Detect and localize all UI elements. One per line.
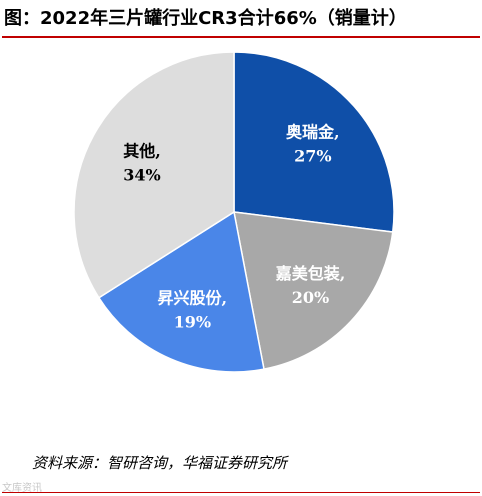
pie-slice: [233, 51, 395, 233]
pie-labels: 奥瑞金, 27% 嘉美包装, 20% 昇兴股份, 19% 其他, 34%: [123, 123, 345, 332]
pie-slice: [233, 211, 394, 371]
slice-value-label: 34%: [123, 165, 160, 184]
slice-value-label: 20%: [292, 288, 329, 307]
pie-slices: [73, 51, 395, 373]
slice-value-label: 19%: [174, 312, 211, 331]
chart-title: 图：2022年三片罐行业CR3合计66%（销量计）: [4, 8, 407, 29]
pie-slice: [97, 210, 265, 373]
title-divider: [2, 36, 480, 38]
watermark-text: 文库资讯: [2, 483, 42, 494]
slice-name-label: 昇兴股份,: [158, 288, 228, 307]
source-note: 资料来源：智研咨询，华福证券研究所: [32, 454, 288, 472]
slice-name-label: 嘉美包装,: [275, 264, 346, 283]
pie-slice: [73, 51, 235, 299]
bottom-divider: [2, 492, 480, 493]
slice-value-label: 27%: [294, 147, 331, 166]
slice-name-label: 其他,: [123, 141, 161, 160]
slice-name-label: 奥瑞金,: [286, 123, 340, 142]
